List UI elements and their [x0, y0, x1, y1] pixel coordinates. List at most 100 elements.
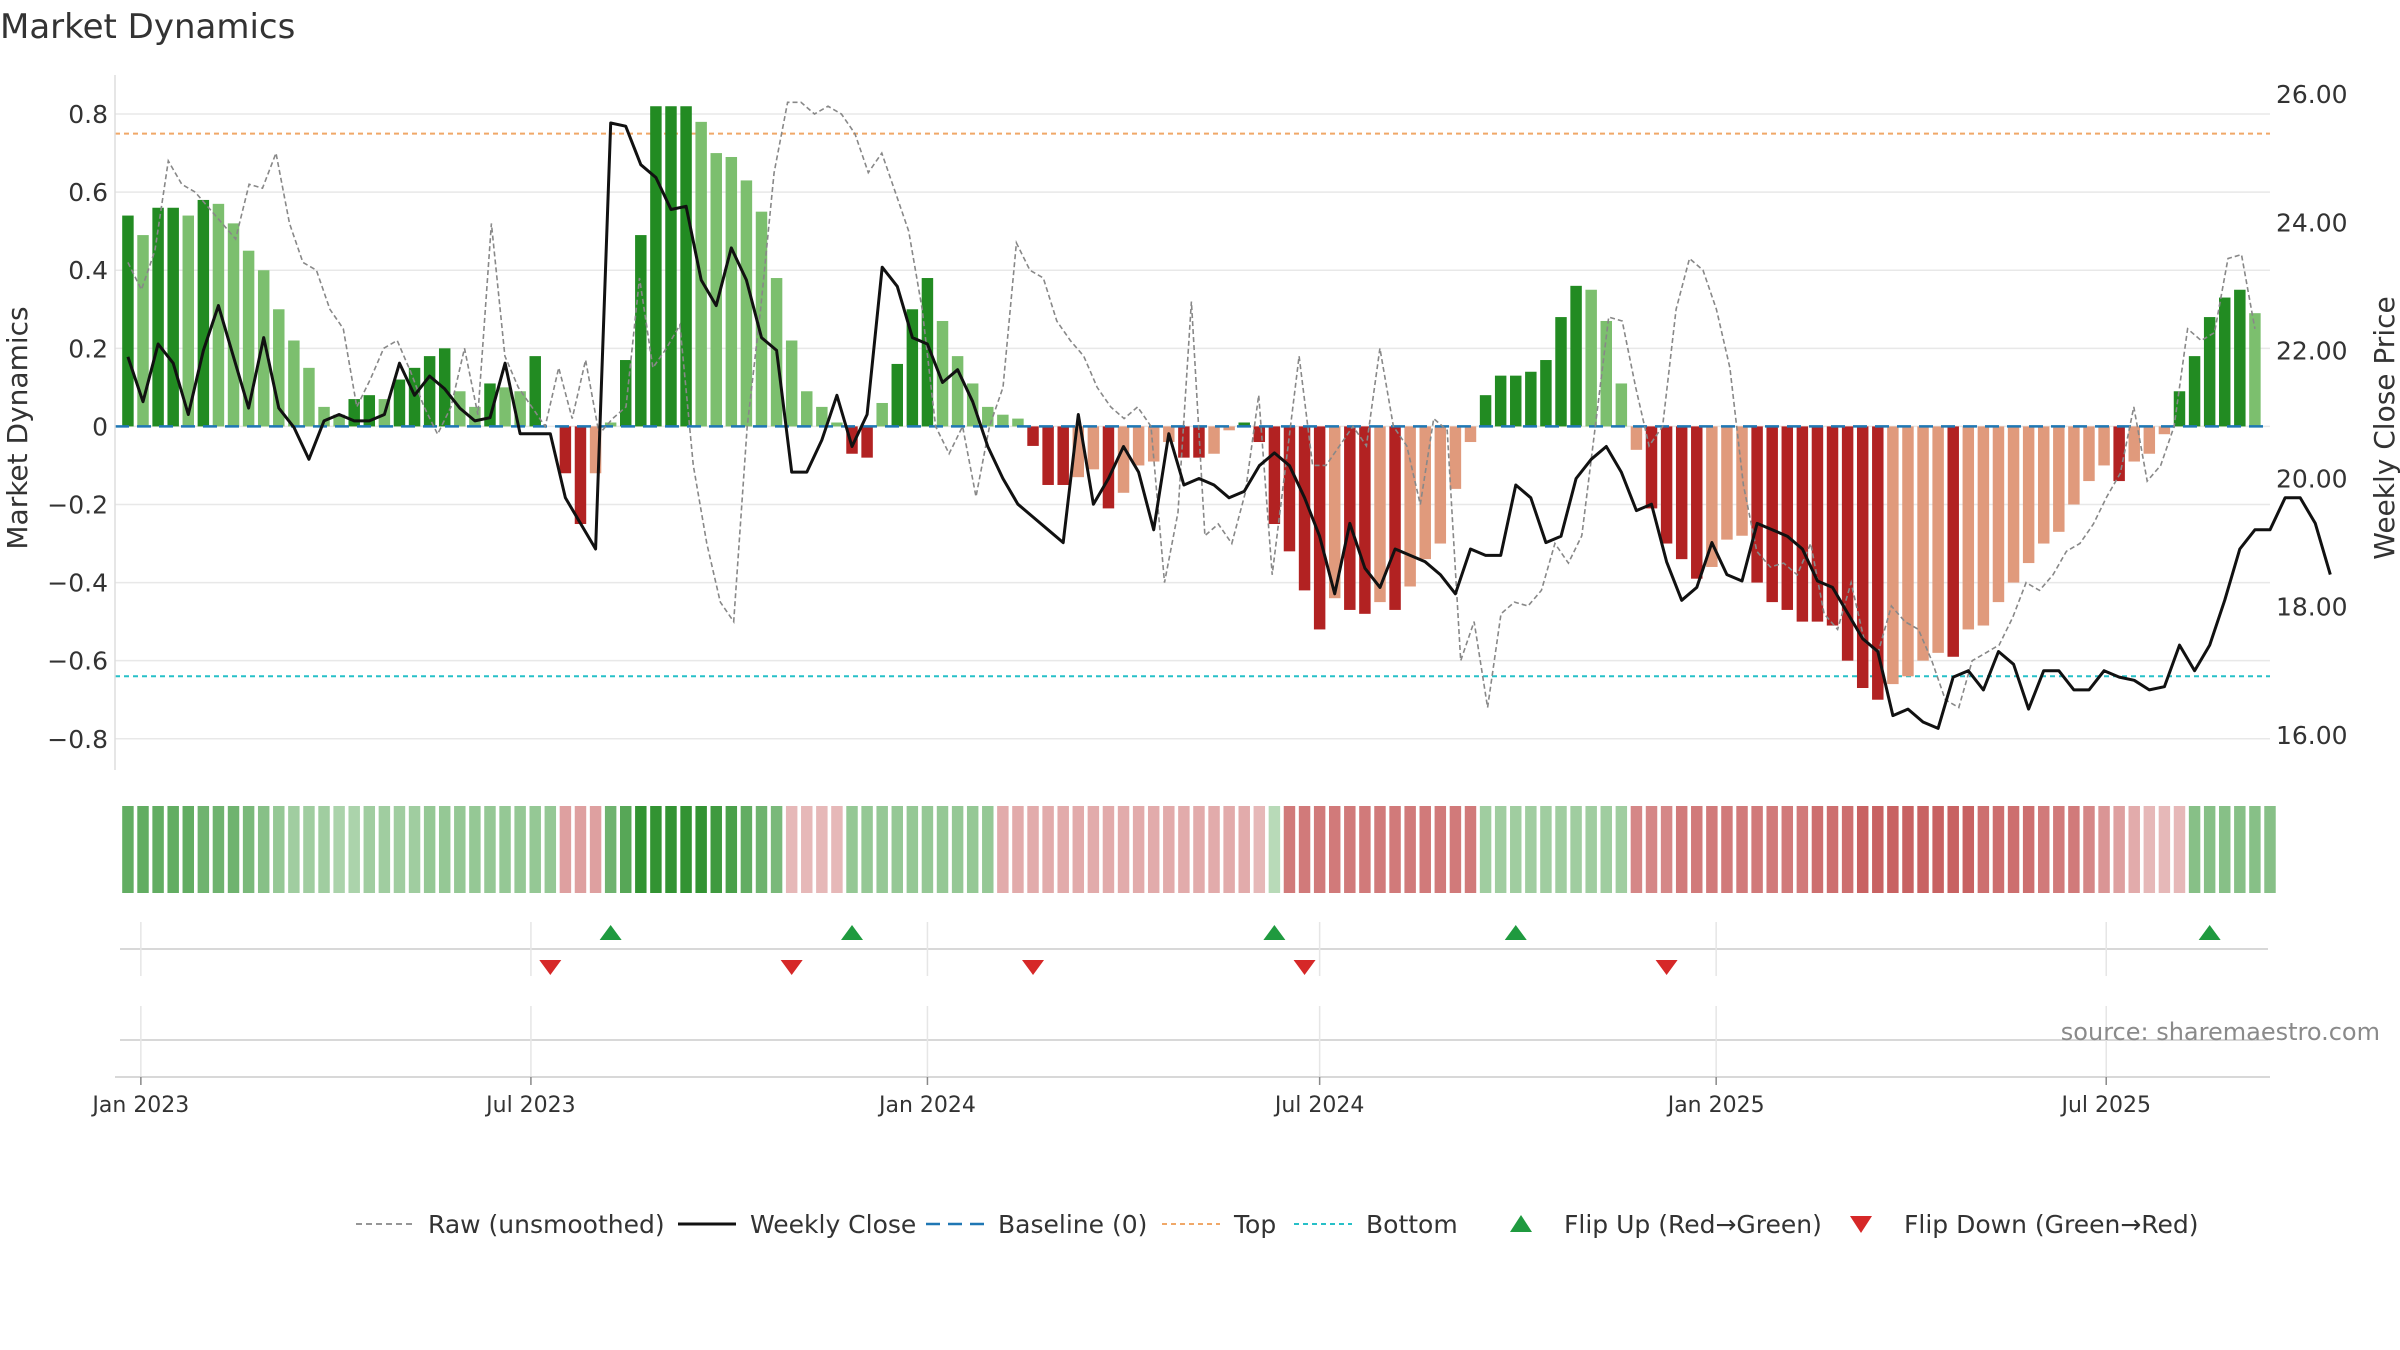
- dynamics-bar: [1328, 426, 1341, 599]
- zone-strength-cell: [227, 806, 240, 893]
- dynamics-bar: [242, 250, 255, 427]
- zone-strength-cell: [1193, 806, 1205, 893]
- dynamics-bar: [650, 106, 662, 427]
- zone-strength-cell: [1540, 806, 1552, 893]
- dynamics-bar: [710, 153, 722, 427]
- dynamics-bar: [1977, 426, 1990, 626]
- zone-strength-cell: [393, 806, 406, 893]
- legend-label: Raw (unsmoothed): [428, 1210, 665, 1239]
- zone-strength-cell: [740, 806, 753, 893]
- dynamics-bar: [1540, 360, 1552, 427]
- zone-strength-cell: [1419, 806, 1431, 893]
- dynamics-bar: [212, 203, 225, 427]
- zone-strength-cell: [2264, 806, 2276, 893]
- dynamics-bar: [1766, 426, 1778, 603]
- dynamics-bar: [635, 235, 647, 427]
- zone-strength-cell: [242, 806, 255, 893]
- dynamics-bar: [1042, 426, 1054, 485]
- flip-up-marker: [841, 925, 864, 940]
- zone-strength-cell: [2188, 806, 2201, 893]
- dynamics-bar: [1856, 426, 1869, 689]
- zone-strength-cell: [2037, 806, 2050, 893]
- flip-down-marker: [539, 960, 562, 975]
- dynamics-bar: [1494, 375, 1507, 427]
- zone-strength-cell: [1012, 806, 1024, 893]
- zone-strength-cell: [604, 806, 617, 893]
- zone-strength-cell: [484, 806, 496, 893]
- zone-strength-cell: [1630, 806, 1643, 893]
- dynamics-bar: [1660, 426, 1673, 544]
- flip-signal-panel: [120, 922, 2268, 976]
- dynamics-bar: [1962, 426, 1975, 630]
- dynamics-bar: [2083, 426, 2095, 482]
- dynamics-bar: [2234, 289, 2246, 427]
- zone-strength-cell: [1132, 806, 1145, 893]
- dynamics-bar: [1706, 426, 1718, 567]
- dynamics-bar: [1887, 426, 1899, 685]
- flip-up-marker: [2198, 925, 2221, 940]
- dynamics-bar: [1147, 426, 1160, 462]
- dynamics-bar: [861, 426, 873, 458]
- zone-strength-cell: [1721, 806, 1733, 893]
- zone-strength-cell: [1826, 806, 1839, 893]
- y-tick-label: −0.2: [47, 490, 108, 519]
- zone-strength-cell: [1102, 806, 1115, 893]
- zone-strength-cell: [1313, 806, 1326, 893]
- zone-strength-cell: [1977, 806, 1990, 893]
- x-tick-label: Jul 2023: [484, 1093, 576, 1118]
- dynamics-bar: [529, 356, 541, 427]
- zone-strength-cell: [861, 806, 873, 893]
- dynamics-bar: [1675, 426, 1688, 560]
- dynamics-bar: [1268, 426, 1281, 525]
- dynamics-bar: [1313, 426, 1326, 630]
- dynamics-bar: [785, 340, 798, 427]
- zone-strength-cell: [2113, 806, 2125, 893]
- zone-strength-cell: [951, 806, 964, 893]
- zone-strength-cell: [725, 806, 738, 893]
- threshold-lines: [115, 132, 2270, 678]
- zone-strength-cell: [1178, 806, 1190, 893]
- dynamics-bar: [1630, 426, 1643, 450]
- dynamics-bar: [846, 426, 858, 454]
- zone-strength-cell: [1796, 806, 1809, 893]
- dynamics-bar: [333, 414, 345, 427]
- zone-strength-cell: [1887, 806, 1899, 893]
- zone-strength-cell: [1600, 806, 1612, 893]
- zone-strength-cell: [529, 806, 541, 893]
- zone-strength-cell: [122, 806, 134, 893]
- dynamics-bar: [2037, 426, 2050, 544]
- zone-strength-cell: [257, 806, 270, 893]
- dynamics-bar: [1012, 418, 1024, 427]
- zone-strength-cell: [212, 806, 225, 893]
- zone-strength-cell: [695, 806, 707, 893]
- zone-strength-cell: [197, 806, 210, 893]
- x-axis-ticks: Jan 2023 Jul 2023 Jan 2024 Jul 2024 Jan 2025…: [90, 1076, 2270, 1118]
- zone-strength-cell: [2158, 806, 2171, 893]
- left-y-axis: −0.8 −0.6 −0.4 −0.2 0 0.2 0.4 0.6 0.8: [47, 75, 116, 770]
- dynamics-bar: [951, 356, 964, 427]
- dynamics-bar: [197, 199, 210, 427]
- y2-tick-label: 20.00: [2276, 465, 2348, 494]
- zone-strength-cell: [1962, 806, 1975, 893]
- zone-strength-cell: [1781, 806, 1794, 893]
- weekly-close-line: [126, 121, 2332, 730]
- zone-strength-cell: [1479, 806, 1492, 893]
- zone-strength-cell: [1344, 806, 1356, 893]
- zone-strength-cell: [785, 806, 798, 893]
- dynamics-bar: [1585, 289, 1597, 427]
- zone-strength-cell: [816, 806, 828, 893]
- dynamics-bar: [514, 391, 526, 427]
- zone-strength-cell: [1856, 806, 1869, 893]
- zone-strength-cell: [2203, 806, 2216, 893]
- dynamics-bar: [1826, 426, 1839, 626]
- zone-strength-cell: [408, 806, 421, 893]
- dynamics-bar: [1374, 426, 1386, 603]
- zone-strength-cell: [620, 806, 632, 893]
- zone-strength-cell: [1072, 806, 1085, 893]
- zone-strength-cell: [2173, 806, 2186, 893]
- flip-up-marker: [1504, 925, 1527, 940]
- zone-strength-cell: [348, 806, 360, 893]
- dynamics-bar: [1510, 375, 1522, 427]
- zone-strength-cell: [1223, 806, 1235, 893]
- zone-strength-cell: [1660, 806, 1673, 893]
